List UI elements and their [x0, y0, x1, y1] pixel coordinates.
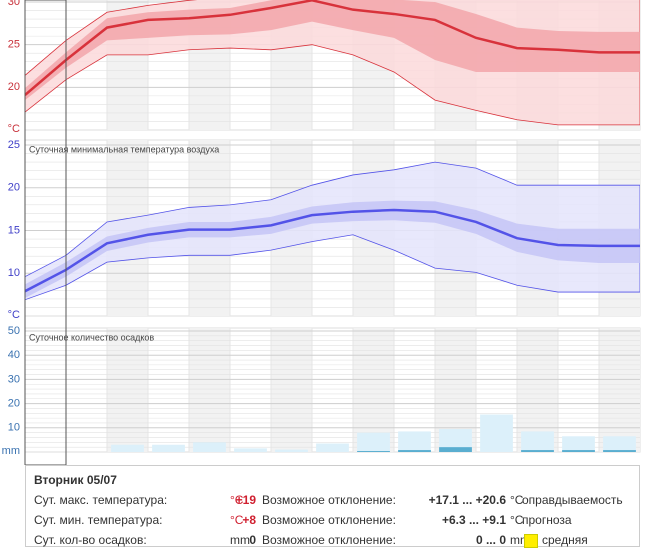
y-tick-label: 20 — [8, 81, 20, 93]
deviation-label: Возможное отклонение: — [262, 513, 396, 527]
bar — [152, 444, 185, 452]
y-tick-label: 25 — [8, 139, 20, 151]
info-panel: Вторник 05/07 Сут. макс. температура: +19… — [25, 465, 640, 548]
y-tick-label: 10 — [8, 267, 20, 279]
mean-line — [25, 0, 640, 96]
row-unit: °C — [230, 493, 244, 507]
column-shade — [517, 328, 558, 452]
info-row: Сут. мин. температура: +8 °C Возможное откл… — [34, 513, 634, 531]
bar — [521, 431, 554, 452]
y-tick-label: 15 — [8, 224, 20, 236]
row-value: +8 — [242, 513, 256, 527]
bar — [357, 451, 390, 452]
deviation-unit: °C — [510, 513, 524, 527]
outer-band — [25, 161, 640, 301]
bar — [562, 436, 595, 452]
note: средняя — [542, 533, 588, 547]
y-unit: °C — [8, 309, 20, 321]
inner-band — [25, 0, 640, 101]
y-tick-label: 20 — [8, 182, 20, 194]
plot — [25, 161, 640, 301]
note: прогноза — [522, 513, 572, 527]
y-tick-label: 10 — [8, 422, 20, 434]
deviation-label: Возможное отклонение: — [262, 493, 396, 507]
info-row: Сут. макс. температура: +19 °C Возможное от… — [34, 493, 634, 511]
y-tick-label: 30 — [8, 373, 20, 385]
row-label: Сут. макс. температура: — [34, 493, 168, 507]
deviation: +6.3 ... +9.1 — [441, 513, 506, 527]
row-value: +19 — [235, 493, 256, 507]
y-tick-label: 30 — [8, 0, 20, 8]
charts: 20 25 30 °C 10 15 20 25 °C Суточная минимальная т… — [2, 0, 641, 466]
column-shade — [599, 328, 640, 452]
bar — [357, 432, 390, 452]
chart-title: Суточное количество осадков — [29, 332, 154, 342]
y-tick-label: 20 — [8, 398, 20, 410]
y-tick-label: 25 — [8, 39, 20, 51]
bar — [439, 429, 472, 452]
bar — [603, 450, 636, 452]
row-label: Сут. мин. температура: — [34, 513, 163, 527]
bar — [316, 443, 349, 452]
y-unit: °C — [8, 123, 20, 135]
column-shade — [107, 328, 148, 452]
bar — [234, 448, 267, 452]
bar — [603, 436, 636, 452]
plot — [111, 414, 636, 452]
row-unit: °C — [230, 513, 244, 527]
y-unit: mm — [2, 445, 20, 457]
note: оправдываемость — [522, 493, 623, 507]
bar — [398, 450, 431, 452]
bar — [480, 414, 513, 452]
bar — [275, 449, 308, 452]
deviation: 0 ... 0 — [475, 533, 506, 547]
mean-line — [25, 208, 640, 293]
deviation: +17.1 ... +20.6 — [428, 493, 506, 507]
deviation-unit: °C — [510, 493, 524, 507]
bar — [439, 447, 472, 452]
info-row: Сут. кол-во осадков: 0 mm Возможное отклоне… — [34, 533, 634, 551]
y-tick-label: 50 — [8, 325, 20, 337]
bar — [193, 442, 226, 452]
bar — [521, 450, 554, 452]
legend-swatch — [524, 534, 538, 548]
column-shade — [189, 328, 230, 452]
bar — [562, 450, 595, 452]
deviation-label: Возможное отклонение: — [262, 533, 396, 547]
row-label: Сут. кол-во осадков: — [34, 533, 147, 547]
panel-title: Вторник 05/07 — [34, 473, 117, 487]
y-tick-label: 40 — [8, 349, 20, 361]
bar — [111, 444, 144, 452]
column-shade — [353, 328, 394, 452]
column-shade — [271, 328, 312, 452]
bar — [398, 431, 431, 452]
row-unit: mm — [230, 533, 250, 547]
chart-title: Суточная минимальная температура воздуха — [29, 144, 219, 154]
row-value: 0 — [249, 533, 256, 547]
plot — [25, 0, 640, 126]
